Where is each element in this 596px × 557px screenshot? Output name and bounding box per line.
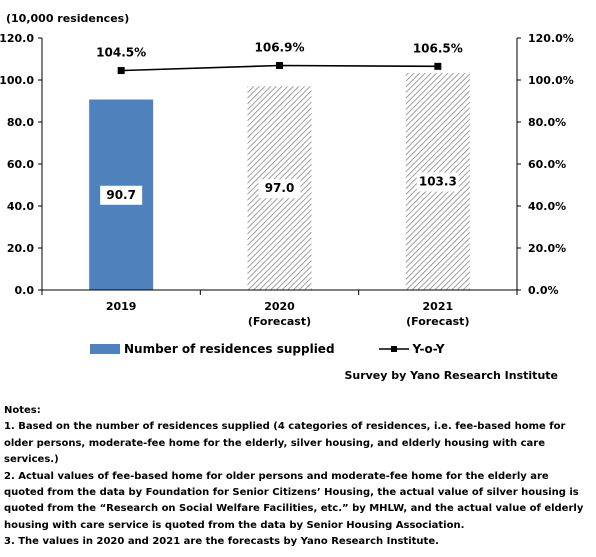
y-right-tick-label: 40.0% — [528, 200, 566, 213]
y-left-tick-label: 0.0 — [15, 284, 35, 297]
bar-value-label-bg — [100, 185, 143, 205]
y-right-tick-label: 20.0% — [528, 242, 566, 255]
yoy-value-label: 106.5% — [413, 41, 463, 55]
source-note: Survey by Yano Research Institute — [344, 369, 558, 382]
yoy-point — [117, 67, 125, 75]
yoy-point — [276, 62, 283, 70]
x-tick-label: (Forecast) — [248, 315, 311, 328]
notes: Notes: 1. Based on the number of residen… — [4, 403, 588, 551]
y-left-tick-label: 40.0 — [7, 200, 34, 213]
yoy-value-label: 104.5% — [96, 46, 146, 60]
yoy-value-label: 106.9% — [255, 41, 305, 55]
bar-value-label-bg — [416, 172, 459, 192]
y-right-tick-label: 120.0% — [528, 32, 574, 45]
note-item: 2. Actual values of fee-based home for o… — [4, 470, 584, 531]
y-left-tick-label: 100.0 — [0, 74, 34, 87]
x-tick-label: 2020 — [264, 300, 295, 313]
bar-value-label: 97.0 — [265, 181, 295, 195]
note-item: 3. The values in 2020 and 2021 are the f… — [4, 536, 439, 548]
y-right-tick-label: 60.0% — [528, 158, 566, 171]
notes-title: Notes: — [4, 405, 41, 416]
x-tick-label: (Forecast) — [406, 315, 469, 328]
y-left-tick-label: 20.0 — [7, 242, 34, 255]
y-right-tick-label: 100.0% — [528, 74, 574, 87]
y-left-tick-label: 120.0 — [0, 32, 34, 45]
legend-line-marker — [378, 346, 409, 352]
y-axis-unit-label: (10,000 residences) — [6, 12, 129, 25]
chart: (10,000 residences) 0.0 20.0 40.0 60.0 80.0 1… — [0, 12, 574, 328]
bar-value-label-bg — [258, 179, 301, 199]
legend-bar-label: Number of residences supplied — [124, 342, 335, 356]
chart-legend: Number of residences supplied Y-o-Y — [90, 340, 445, 358]
bar-value-label: 90.7 — [106, 188, 136, 202]
note-item: 1. Based on the number of residences sup… — [4, 421, 566, 466]
x-tick-label: 2019 — [106, 300, 137, 313]
bar-value-label: 103.3 — [419, 175, 457, 189]
x-tick-label: 2021 — [423, 300, 454, 313]
y-right-tick-label: 80.0% — [528, 116, 566, 129]
yoy-point — [434, 62, 442, 70]
y-right-tick-label: 0.0% — [528, 284, 559, 297]
legend-line-entry: Y-o-Y — [378, 342, 445, 356]
y-left-tick-label: 60.0 — [7, 158, 34, 171]
legend-bar-swatch — [90, 344, 120, 354]
y-left-tick-label: 80.0 — [7, 116, 34, 129]
legend-line-label: Y-o-Y — [412, 342, 445, 356]
